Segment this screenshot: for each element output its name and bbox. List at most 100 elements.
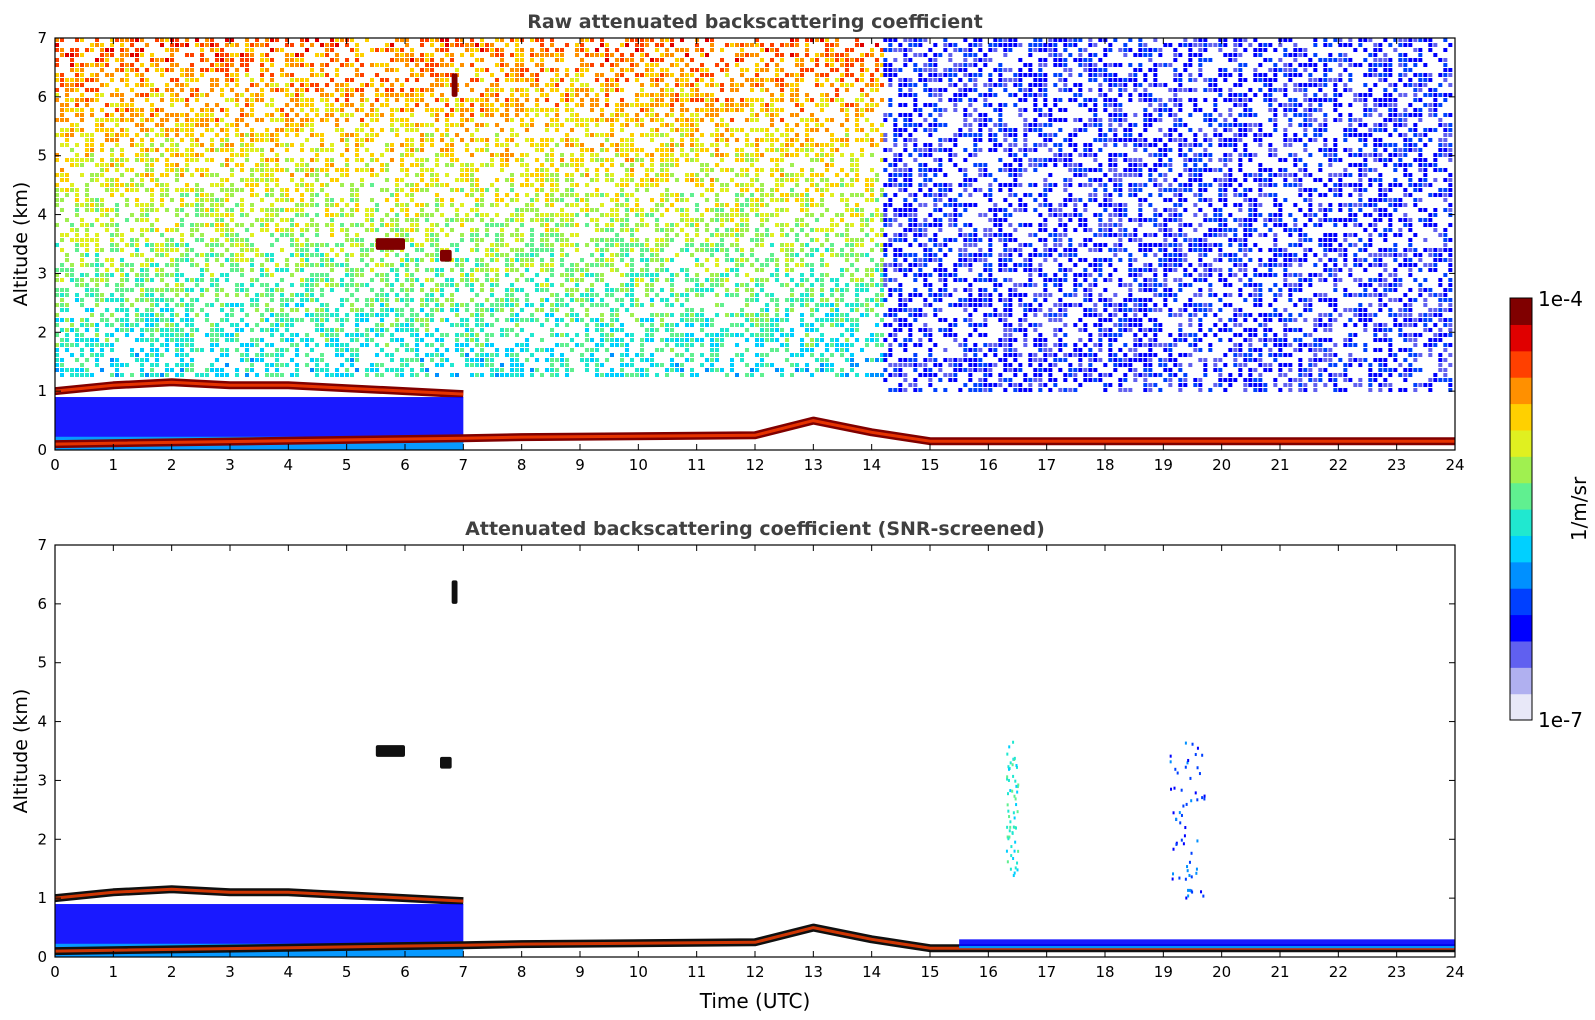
x-tick-label: 15 [920, 963, 939, 981]
heatmap-raw [55, 38, 1455, 450]
heatmap-layer-boundary-layer-top [55, 378, 464, 399]
xlabel-screened: Time (UTC) [699, 989, 811, 1013]
x-tick-label: 11 [687, 456, 706, 474]
x-tick-label: 10 [629, 456, 648, 474]
y-tick-label: 6 [37, 88, 47, 106]
heatmap-layer-sparse-cloud [1005, 740, 1020, 878]
colorbar-min-label: 1e-7 [1538, 708, 1583, 732]
x-ticks-screened: 0 1 2 3 4 5 6 7 8 9 10 11 12 13 14 15 16 17 18 19 20 21 22 23 24 [50, 545, 1465, 981]
x-tick-label: 23 [1387, 963, 1406, 981]
x-ticks-raw: 0 1 2 3 4 5 6 7 8 9 10 11 12 13 14 15 16 17 18 19 20 21 22 23 24 [50, 38, 1465, 474]
x-tick-label: 18 [1095, 963, 1114, 981]
heatmap-layer-sparse-cloud [1169, 741, 1206, 900]
heatmap-layer-cloud [451, 580, 458, 604]
colorbar-step [1510, 588, 1532, 616]
colorbar-step [1510, 403, 1532, 431]
colorbar-steps [1510, 298, 1532, 721]
panel-raw: Raw attenuated backscattering coefficien… [10, 11, 1465, 474]
colorbar-step [1510, 377, 1532, 405]
ylabel-screened: Altitude (km) [10, 689, 32, 814]
colorbar-step [1510, 640, 1532, 668]
y-tick-label: 2 [37, 323, 47, 341]
heatmap-layer-noise-background [883, 38, 1453, 392]
x-tick-label: 7 [459, 963, 469, 981]
colorbar-step [1510, 324, 1532, 352]
colorbar-step [1510, 429, 1532, 457]
heatmap-layer-cloud [440, 756, 452, 769]
x-tick-label: 3 [225, 456, 235, 474]
heatmap-layer-cloud [375, 238, 405, 250]
x-tick-label: 17 [1037, 963, 1056, 981]
x-tick-label: 12 [745, 456, 764, 474]
colorbar-step [1510, 350, 1532, 378]
heatmap-layer-cloud [440, 249, 452, 262]
x-tick-label: 7 [459, 456, 469, 474]
x-tick-label: 0 [50, 963, 60, 981]
ylabel-raw: Altitude (km) [10, 182, 32, 307]
colorbar-step [1510, 614, 1532, 642]
x-tick-label: 6 [400, 963, 410, 981]
x-tick-label: 18 [1095, 456, 1114, 474]
x-tick-label: 4 [284, 963, 294, 981]
colorbar-frame [1509, 297, 1533, 721]
y-tick-label: 4 [37, 713, 47, 731]
x-tick-label: 23 [1387, 456, 1406, 474]
x-tick-label: 16 [979, 456, 998, 474]
x-tick-label: 2 [167, 456, 177, 474]
x-tick-label: 1 [109, 456, 119, 474]
y-tick-label: 7 [37, 536, 47, 554]
panel-raw-title: Raw attenuated backscattering coefficien… [527, 11, 983, 33]
heatmap-layer-surface-layer [55, 416, 1455, 449]
y-tick-label: 0 [37, 948, 47, 966]
x-tick-label: 6 [400, 456, 410, 474]
colorbar-step [1510, 482, 1532, 510]
heatmap-layer-cloud [451, 73, 458, 97]
colorbar-step [1510, 456, 1532, 484]
colorbar-step [1510, 693, 1532, 721]
x-tick-label: 15 [920, 456, 939, 474]
y-tick-label: 1 [37, 889, 47, 907]
x-tick-label: 8 [517, 456, 527, 474]
y-tick-label: 4 [37, 206, 47, 224]
x-tick-label: 10 [629, 963, 648, 981]
y-tick-label: 7 [37, 29, 47, 47]
x-tick-label: 11 [687, 963, 706, 981]
colorbar-step [1510, 535, 1532, 563]
y-tick-label: 2 [37, 830, 47, 848]
x-tick-label: 3 [225, 963, 235, 981]
x-tick-label: 1 [109, 963, 119, 981]
colorbar-step [1510, 561, 1532, 589]
x-tick-label: 24 [1445, 963, 1464, 981]
x-tick-label: 22 [1329, 963, 1348, 981]
x-tick-label: 22 [1329, 456, 1348, 474]
x-tick-label: 14 [862, 456, 881, 474]
colorbar-step [1510, 298, 1532, 325]
heatmap-layer-cloud [375, 745, 405, 757]
x-tick-label: 5 [342, 963, 352, 981]
x-tick-label: 24 [1445, 456, 1464, 474]
colorbar-max-label: 1e-4 [1538, 287, 1583, 311]
y-tick-label: 3 [37, 771, 47, 789]
y-tick-label: 5 [37, 654, 47, 672]
x-tick-label: 4 [284, 456, 294, 474]
x-tick-label: 13 [804, 963, 823, 981]
colorbar-step [1510, 667, 1532, 695]
x-tick-label: 2 [167, 963, 177, 981]
x-tick-label: 14 [862, 963, 881, 981]
y-ticks-screened: 0 1 2 3 4 5 6 7 [37, 536, 1455, 966]
y-tick-label: 3 [37, 264, 47, 282]
x-tick-label: 20 [1212, 456, 1231, 474]
heatmap-layer-surface-layer [55, 923, 1455, 956]
heatmap-layer-residual-layer [959, 939, 1455, 949]
x-tick-label: 8 [517, 963, 527, 981]
x-tick-label: 17 [1037, 456, 1056, 474]
x-tick-label: 21 [1270, 456, 1289, 474]
colorbar: 1e-4 1e-7 1/m/sr [1509, 287, 1591, 732]
x-tick-label: 9 [575, 456, 585, 474]
heatmap-screened [55, 580, 1455, 957]
x-tick-label: 16 [979, 963, 998, 981]
x-tick-label: 12 [745, 963, 764, 981]
x-tick-label: 13 [804, 456, 823, 474]
x-tick-label: 20 [1212, 963, 1231, 981]
